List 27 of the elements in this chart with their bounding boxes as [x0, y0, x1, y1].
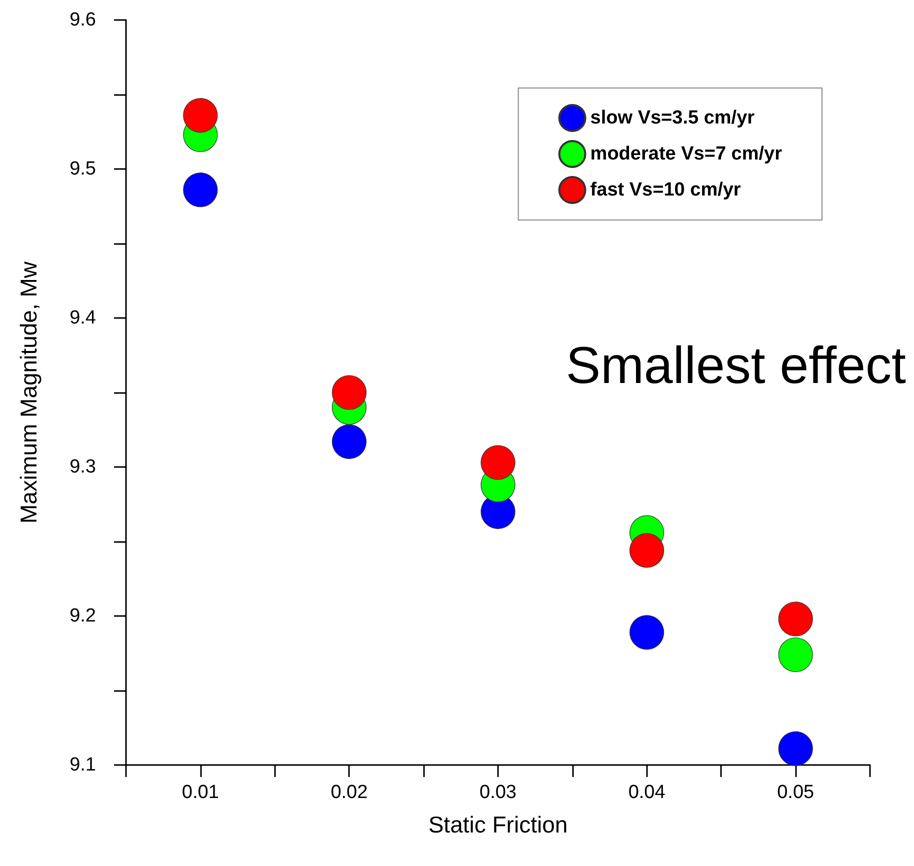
point — [183, 98, 218, 133]
annotation: Smallest effect — [566, 337, 907, 395]
x-tick-label: 0.05 — [777, 782, 814, 803]
legend-label: moderate Vs=7 cm/yr — [590, 144, 783, 164]
y-tick-label: 9.3 — [70, 456, 96, 478]
point — [778, 637, 813, 672]
legend-label: fast Vs=10 cm/yr — [590, 180, 742, 200]
x-axis-title: Static Friction — [428, 812, 568, 838]
point — [332, 424, 366, 459]
y-tick-label: 9.2 — [70, 606, 96, 626]
point — [332, 375, 366, 410]
point — [183, 172, 218, 208]
x-tick-label: 0.03 — [480, 782, 516, 803]
point — [480, 445, 516, 480]
y-tick-label: 9.6 — [70, 10, 96, 30]
point — [630, 615, 664, 650]
y-tick-label: 9.5 — [70, 158, 96, 180]
x-tick-label: 0.01 — [182, 782, 219, 803]
legend-label: slow Vs=3.5 cm/yr — [590, 108, 756, 128]
point — [778, 602, 813, 636]
y-axis-title: Maximum Magnitude, Mw — [16, 261, 42, 524]
point — [778, 731, 813, 766]
y-tick-label: 9.1 — [70, 754, 96, 776]
point — [630, 533, 664, 568]
x-tick-label: 0.02 — [330, 782, 368, 803]
y-tick-label: 9.4 — [70, 308, 96, 328]
x-tick-label: 0.04 — [628, 782, 666, 803]
